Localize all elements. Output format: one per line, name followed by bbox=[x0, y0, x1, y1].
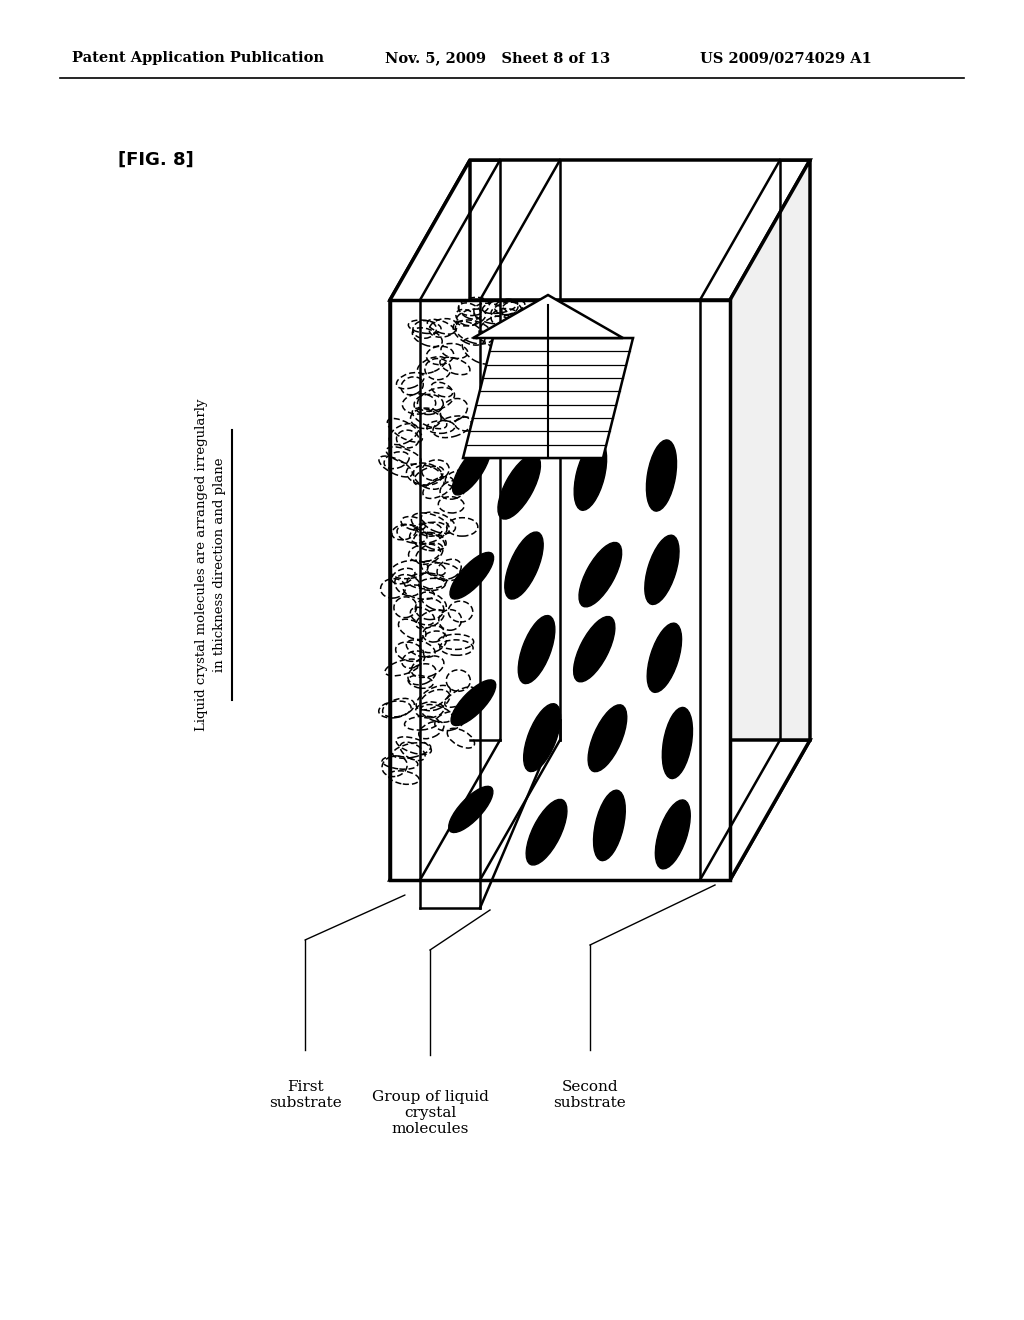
Ellipse shape bbox=[579, 543, 622, 607]
Ellipse shape bbox=[526, 800, 567, 865]
Ellipse shape bbox=[498, 454, 541, 519]
Polygon shape bbox=[473, 294, 623, 338]
Ellipse shape bbox=[453, 444, 490, 495]
Ellipse shape bbox=[663, 708, 692, 779]
Ellipse shape bbox=[449, 787, 493, 833]
Ellipse shape bbox=[573, 616, 614, 682]
Ellipse shape bbox=[655, 800, 690, 869]
Polygon shape bbox=[390, 160, 470, 880]
Ellipse shape bbox=[523, 704, 560, 772]
Polygon shape bbox=[463, 338, 633, 458]
Text: [FIG. 8]: [FIG. 8] bbox=[118, 150, 194, 169]
Ellipse shape bbox=[645, 535, 679, 605]
Text: Second
substrate: Second substrate bbox=[554, 1080, 627, 1110]
Ellipse shape bbox=[647, 623, 682, 693]
Text: US 2009/0274029 A1: US 2009/0274029 A1 bbox=[700, 51, 871, 65]
Ellipse shape bbox=[450, 552, 494, 599]
Ellipse shape bbox=[505, 532, 543, 599]
Text: First
substrate: First substrate bbox=[268, 1080, 341, 1110]
Ellipse shape bbox=[518, 615, 555, 684]
Polygon shape bbox=[730, 160, 810, 880]
Text: Nov. 5, 2009   Sheet 8 of 13: Nov. 5, 2009 Sheet 8 of 13 bbox=[385, 51, 610, 65]
Polygon shape bbox=[390, 741, 810, 880]
Text: Liquid crystal molecules are arranged irregularly
in thickness direction and pla: Liquid crystal molecules are arranged ir… bbox=[195, 399, 225, 731]
Ellipse shape bbox=[574, 440, 606, 511]
Ellipse shape bbox=[588, 705, 627, 772]
Ellipse shape bbox=[451, 680, 496, 726]
Ellipse shape bbox=[594, 791, 626, 861]
Polygon shape bbox=[390, 160, 810, 300]
Polygon shape bbox=[390, 300, 730, 880]
Text: Group of liquid
crystal
molecules: Group of liquid crystal molecules bbox=[372, 1090, 488, 1137]
Text: Patent Application Publication: Patent Application Publication bbox=[72, 51, 324, 65]
Ellipse shape bbox=[646, 440, 677, 511]
